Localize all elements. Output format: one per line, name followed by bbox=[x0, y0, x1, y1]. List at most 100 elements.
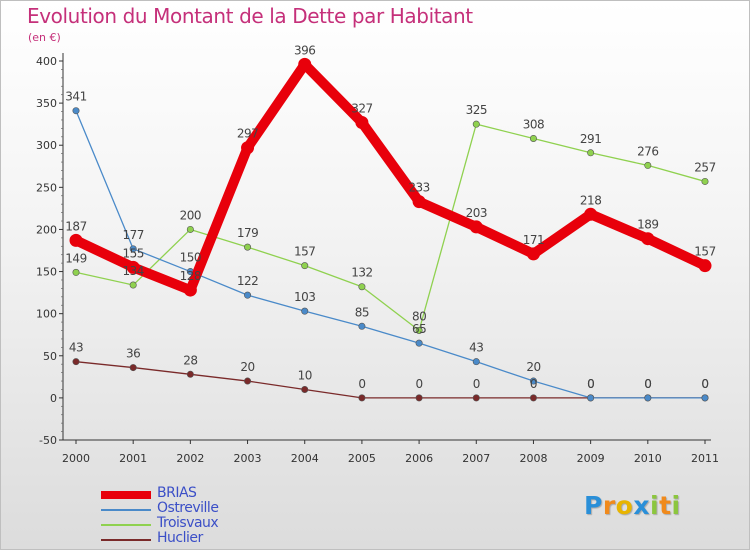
data-point-troisvaux bbox=[358, 283, 366, 291]
data-label-ostreville: 43 bbox=[469, 341, 483, 355]
y-tick-label: 250 bbox=[36, 181, 57, 194]
data-point-brias bbox=[641, 232, 655, 246]
data-point-ostreville bbox=[358, 322, 366, 330]
x-tick-label: 2000 bbox=[62, 452, 90, 465]
y-tick-label: 200 bbox=[36, 223, 57, 236]
y-tick-label: -50 bbox=[39, 434, 57, 447]
legend-swatch bbox=[101, 509, 151, 511]
data-label-ostreville: 20 bbox=[526, 360, 540, 374]
x-tick-label: 2001 bbox=[119, 452, 147, 465]
data-point-brias bbox=[412, 195, 426, 209]
data-point-brias bbox=[126, 260, 140, 274]
data-label-ostreville: 85 bbox=[355, 305, 369, 319]
logo-letter: r bbox=[602, 491, 616, 520]
data-point-troisvaux bbox=[129, 281, 137, 289]
data-point-ostreville bbox=[472, 358, 480, 366]
data-point-ostreville bbox=[644, 394, 652, 402]
data-label-huclier: 43 bbox=[69, 341, 83, 355]
logo-letter: x bbox=[633, 491, 650, 520]
data-point-troisvaux bbox=[244, 243, 252, 251]
data-label-troisvaux: 291 bbox=[580, 132, 601, 146]
data-point-huclier bbox=[472, 394, 480, 402]
y-tick-label: 400 bbox=[36, 55, 57, 68]
data-label-ostreville: 177 bbox=[122, 228, 143, 242]
data-label-brias: 171 bbox=[523, 233, 544, 247]
data-label-huclier: 0 bbox=[530, 377, 537, 391]
y-tick-label: 50 bbox=[43, 350, 57, 363]
data-point-brias bbox=[469, 220, 483, 234]
y-tick-label: 300 bbox=[36, 139, 57, 152]
data-point-ostreville bbox=[244, 291, 252, 299]
data-label-ostreville: 150 bbox=[180, 251, 201, 265]
x-tick-label: 2005 bbox=[348, 452, 376, 465]
data-label-brias: 233 bbox=[408, 181, 429, 195]
data-point-huclier bbox=[301, 385, 309, 393]
y-tick-label: 0 bbox=[50, 392, 57, 405]
data-label-huclier: 0 bbox=[644, 377, 651, 391]
series-line-troisvaux bbox=[75, 123, 706, 332]
data-point-ostreville bbox=[72, 107, 80, 115]
data-point-troisvaux bbox=[415, 327, 423, 335]
y-tick-label: 350 bbox=[36, 97, 57, 110]
data-label-ostreville: 103 bbox=[294, 290, 315, 304]
data-point-troisvaux bbox=[472, 120, 480, 128]
legend-label: Troisvaux bbox=[157, 515, 219, 531]
data-label-huclier: 0 bbox=[587, 377, 594, 391]
x-tick-label: 2004 bbox=[291, 452, 319, 465]
x-tick-label: 2002 bbox=[176, 452, 204, 465]
data-point-troisvaux bbox=[587, 149, 595, 157]
data-label-troisvaux: 80 bbox=[412, 310, 426, 324]
data-point-troisvaux bbox=[72, 268, 80, 276]
data-label-brias: 128 bbox=[180, 269, 201, 283]
data-label-ostreville: 341 bbox=[65, 90, 86, 104]
data-label-troisvaux: 257 bbox=[694, 160, 715, 174]
y-tick-label: 150 bbox=[36, 266, 57, 279]
data-point-troisvaux bbox=[701, 177, 709, 185]
data-label-huclier: 0 bbox=[416, 377, 423, 391]
data-label-brias: 203 bbox=[466, 206, 487, 220]
legend-label: Ostreville bbox=[157, 500, 219, 516]
chart-title: Evolution du Montant de la Dette par Hab… bbox=[27, 4, 473, 28]
proxiti-logo: Proxiti bbox=[584, 491, 681, 520]
data-point-huclier bbox=[529, 394, 537, 402]
data-label-troisvaux: 325 bbox=[466, 103, 487, 117]
data-point-brias bbox=[355, 115, 369, 129]
data-point-ostreville bbox=[529, 377, 537, 385]
data-label-troisvaux: 276 bbox=[637, 144, 658, 158]
data-point-brias bbox=[183, 283, 197, 297]
data-point-huclier bbox=[244, 377, 252, 385]
legend-label: BRIAS bbox=[157, 485, 197, 501]
data-label-brias: 396 bbox=[294, 43, 315, 57]
data-point-huclier bbox=[72, 358, 80, 366]
data-label-ostreville: 0 bbox=[701, 377, 708, 391]
data-point-brias bbox=[584, 207, 598, 221]
legend-swatch bbox=[101, 539, 151, 541]
data-point-brias bbox=[698, 259, 712, 273]
data-label-troisvaux: 308 bbox=[523, 117, 544, 131]
data-label-ostreville: 0 bbox=[587, 377, 594, 391]
data-label-troisvaux: 179 bbox=[237, 226, 258, 240]
series-line-brias bbox=[71, 59, 710, 296]
data-label-troisvaux: 134 bbox=[122, 264, 143, 278]
data-label-troisvaux: 149 bbox=[65, 251, 86, 265]
data-label-ostreville: 0 bbox=[644, 377, 651, 391]
data-label-huclier: 28 bbox=[183, 353, 197, 367]
data-point-huclier bbox=[415, 394, 423, 402]
data-label-huclier: 36 bbox=[126, 347, 140, 361]
x-tick-label: 2007 bbox=[462, 452, 490, 465]
data-label-brias: 189 bbox=[637, 218, 658, 232]
data-label-troisvaux: 200 bbox=[180, 208, 201, 222]
x-tick-label: 2009 bbox=[577, 452, 605, 465]
data-point-brias bbox=[298, 57, 312, 71]
data-point-troisvaux bbox=[529, 134, 537, 142]
data-point-huclier bbox=[129, 364, 137, 372]
x-tick-label: 2006 bbox=[405, 452, 433, 465]
data-label-huclier: 0 bbox=[701, 377, 708, 391]
data-label-huclier: 0 bbox=[473, 377, 480, 391]
data-label-troisvaux: 132 bbox=[351, 266, 372, 280]
data-point-brias bbox=[69, 233, 83, 247]
data-point-huclier bbox=[186, 370, 194, 378]
x-tick-label: 2011 bbox=[691, 452, 719, 465]
